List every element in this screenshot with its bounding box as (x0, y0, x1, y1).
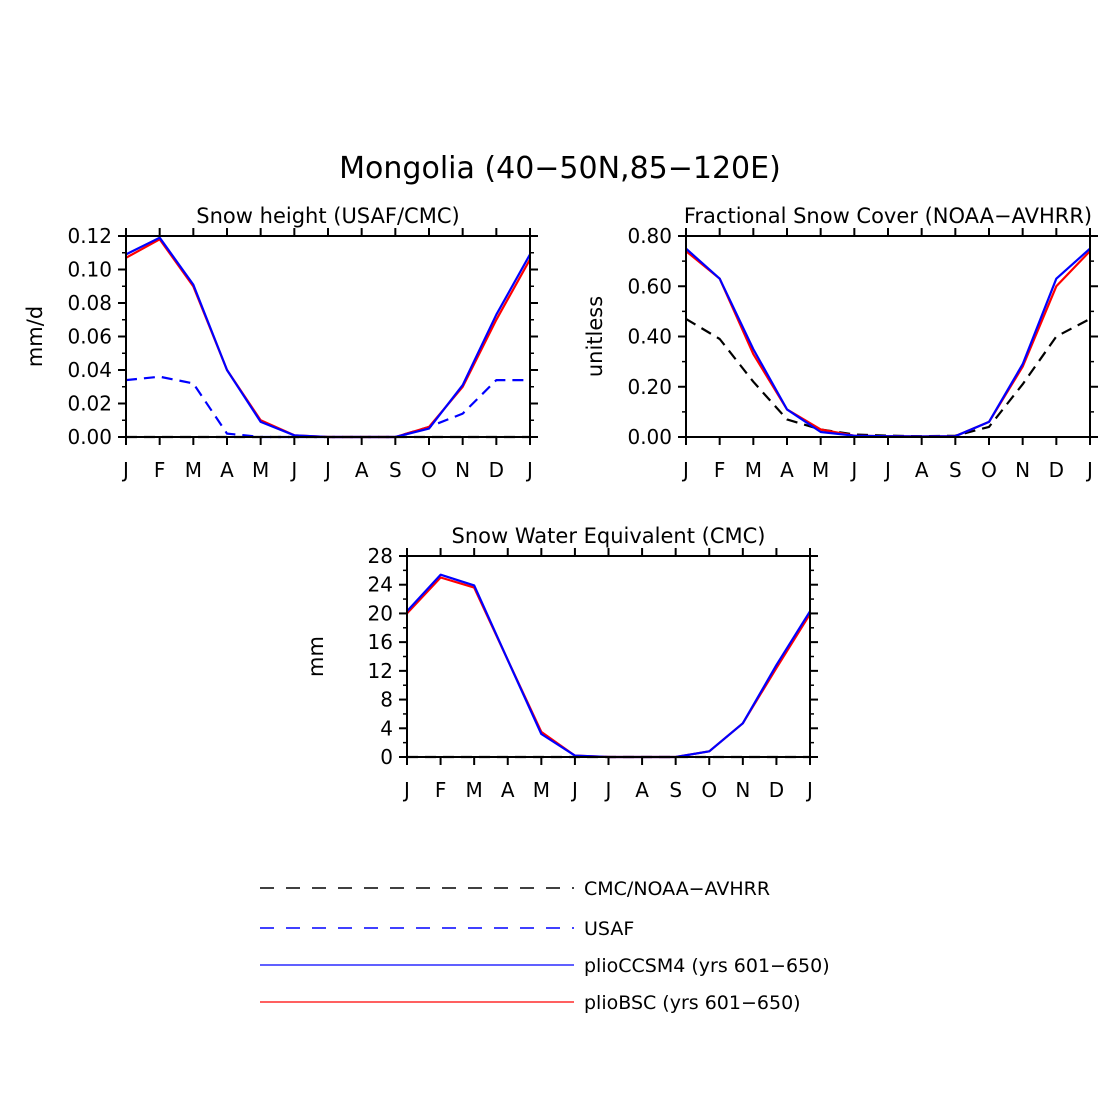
x-tick-label: A (915, 458, 929, 482)
x-tick-label: J (1085, 458, 1093, 482)
y-tick-label: 20 (368, 601, 393, 625)
figure-title: Mongolia (40−50N,85−120E) (339, 151, 781, 186)
x-tick-label: J (525, 458, 533, 482)
x-tick-label: J (805, 778, 813, 802)
y-axis-label: unitless (583, 296, 607, 377)
y-tick-label: 0.10 (67, 258, 112, 282)
x-tick-label: A (501, 778, 515, 802)
x-tick-label: A (355, 458, 369, 482)
x-tick-label: J (402, 778, 410, 802)
x-tick-label: M (466, 778, 483, 802)
series-line-bsc (685, 250, 1091, 438)
y-tick-label: 0.02 (67, 392, 112, 416)
series-line-usaf (125, 375, 530, 439)
x-tick-label: S (389, 458, 402, 482)
x-tick-label: N (455, 458, 470, 482)
x-tick-label: A (780, 458, 794, 482)
legend: CMC/NOAA−AVHRR USAF plioCCSM4 (yrs 601−650… (260, 878, 830, 1014)
legend-label: plioCCSM4 (yrs 601−650) (584, 955, 830, 977)
panel-1: 0.000.020.040.060.080.100.12J F M A M J J A S O N D… (23, 204, 538, 482)
x-tick-label: O (981, 458, 997, 482)
y-tick-label: 0.00 (67, 425, 112, 449)
series-line-ccsm4 (125, 236, 531, 439)
y-tick-label: 0.08 (67, 291, 112, 315)
panel-title: Snow height (USAF/CMC) (196, 204, 459, 228)
x-tick-label: J (289, 458, 297, 482)
y-tick-label: 16 (368, 630, 393, 654)
x-tick-label: F (714, 458, 726, 482)
x-tick-label: O (701, 778, 717, 802)
x-tick-label: J (681, 458, 689, 482)
panels: 0.000.020.040.060.080.100.12J F M A M J J A S O N D… (23, 204, 1098, 802)
x-tick-label: S (949, 458, 962, 482)
y-tick-label: 8 (380, 688, 393, 712)
y-tick-label: 0.80 (627, 224, 672, 248)
x-tick-label: A (220, 458, 234, 482)
x-tick-label: O (421, 458, 437, 482)
series-line-bsc (125, 238, 531, 439)
x-tick-label: J (570, 778, 578, 802)
x-tick-label: A (635, 778, 649, 802)
y-tick-label: 28 (368, 544, 393, 568)
panel-title: Snow Water Equivalent (CMC) (452, 524, 766, 548)
panel-title: Fractional Snow Cover (NOAA−AVHRR) (684, 204, 1092, 228)
x-tick-label: J (849, 458, 857, 482)
x-tick-label: M (185, 458, 202, 482)
x-tick-label: J (121, 458, 129, 482)
y-tick-label: 0.00 (627, 425, 672, 449)
legend-label: plioBSC (yrs 601−650) (584, 992, 801, 1014)
series-line-ccsm4 (406, 573, 811, 759)
y-tick-label: 0.60 (627, 274, 672, 298)
x-tick-label: J (883, 458, 891, 482)
x-tick-label: N (735, 778, 750, 802)
y-tick-label: 0.06 (67, 325, 112, 349)
y-axis-label: mm/d (23, 306, 47, 367)
x-tick-label: S (669, 778, 682, 802)
y-tick-label: 0.04 (67, 358, 112, 382)
x-tick-label: J (323, 458, 331, 482)
series-line-ccsm4 (685, 247, 1091, 438)
x-tick-label: D (1049, 458, 1064, 482)
y-tick-label: 0.40 (627, 325, 672, 349)
y-tick-label: 0.12 (67, 224, 112, 248)
series-line-obs (685, 317, 1091, 438)
y-tick-label: 12 (368, 659, 393, 683)
y-axis-label: mm (304, 636, 328, 677)
x-tick-label: D (769, 778, 784, 802)
x-tick-label: J (604, 778, 612, 802)
plot-frame (125, 235, 531, 438)
x-tick-label: F (435, 778, 447, 802)
y-tick-label: 0.20 (627, 375, 672, 399)
x-tick-label: M (812, 458, 829, 482)
x-tick-label: M (252, 458, 269, 482)
x-tick-label: N (1015, 458, 1030, 482)
legend-label: CMC/NOAA−AVHRR (584, 878, 770, 900)
x-tick-label: M (533, 778, 550, 802)
y-tick-label: 24 (368, 573, 393, 597)
x-tick-label: D (489, 458, 504, 482)
y-tick-label: 4 (380, 716, 393, 740)
panel-2: 0.000.200.400.600.80J F M A M J J A S O N D JFractio… (583, 204, 1098, 482)
legend-label: USAF (584, 918, 634, 940)
series-line-bsc (406, 576, 811, 759)
x-tick-label: F (154, 458, 166, 482)
x-tick-label: M (745, 458, 762, 482)
y-tick-label: 0 (380, 745, 393, 769)
